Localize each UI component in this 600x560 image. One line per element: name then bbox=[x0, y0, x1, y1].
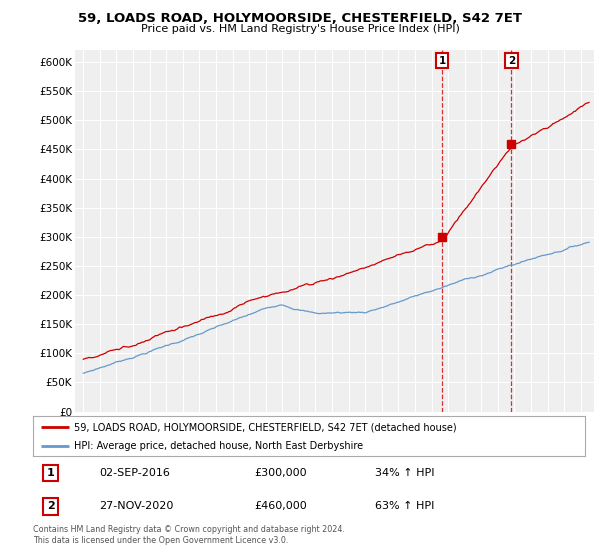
Text: HPI: Average price, detached house, North East Derbyshire: HPI: Average price, detached house, Nort… bbox=[74, 441, 364, 451]
Text: £300,000: £300,000 bbox=[254, 468, 307, 478]
Text: 1: 1 bbox=[439, 56, 446, 66]
Text: 34% ↑ HPI: 34% ↑ HPI bbox=[375, 468, 435, 478]
Text: 1: 1 bbox=[47, 468, 55, 478]
Text: 2: 2 bbox=[47, 501, 55, 511]
Text: 02-SEP-2016: 02-SEP-2016 bbox=[99, 468, 170, 478]
Text: 27-NOV-2020: 27-NOV-2020 bbox=[99, 501, 173, 511]
Text: Price paid vs. HM Land Registry's House Price Index (HPI): Price paid vs. HM Land Registry's House … bbox=[140, 24, 460, 34]
Text: 59, LOADS ROAD, HOLYMOORSIDE, CHESTERFIELD, S42 7ET: 59, LOADS ROAD, HOLYMOORSIDE, CHESTERFIE… bbox=[78, 12, 522, 25]
Text: 59, LOADS ROAD, HOLYMOORSIDE, CHESTERFIELD, S42 7ET (detached house): 59, LOADS ROAD, HOLYMOORSIDE, CHESTERFIE… bbox=[74, 422, 457, 432]
Text: 2: 2 bbox=[508, 56, 515, 66]
Text: Contains HM Land Registry data © Crown copyright and database right 2024.
This d: Contains HM Land Registry data © Crown c… bbox=[33, 525, 345, 545]
Text: £460,000: £460,000 bbox=[254, 501, 307, 511]
Text: 63% ↑ HPI: 63% ↑ HPI bbox=[375, 501, 434, 511]
